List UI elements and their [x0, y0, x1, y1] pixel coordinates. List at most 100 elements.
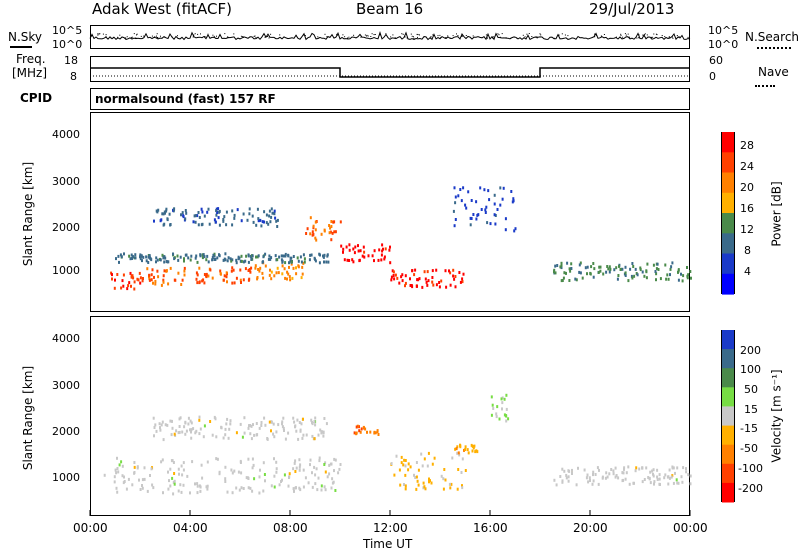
power-cell	[566, 261, 569, 265]
power-cell	[392, 274, 395, 277]
xtick-0400: 04:00	[173, 521, 208, 535]
power-cell	[133, 280, 136, 284]
velocity-cell	[182, 468, 185, 472]
power-cell	[164, 256, 167, 260]
velocity-cell	[653, 482, 655, 486]
power-cell	[686, 266, 688, 269]
velocity-cell	[324, 488, 327, 492]
power-cell	[312, 232, 315, 236]
velocity-cell	[252, 463, 255, 467]
power-cell	[352, 247, 355, 251]
velocity-cell	[229, 419, 232, 423]
power-cell	[645, 276, 648, 280]
power-cell	[236, 208, 239, 212]
velocity-cell	[313, 437, 316, 441]
power-cell	[222, 258, 225, 262]
power-cell	[122, 284, 125, 288]
noise-search-point	[233, 33, 235, 35]
velocity-cell	[567, 475, 570, 479]
noise-search-point	[486, 36, 488, 37]
velocity-cell	[360, 427, 363, 431]
velocity-cell	[605, 471, 608, 475]
velocity-cell	[167, 470, 169, 474]
power-cell	[145, 255, 148, 259]
power-cell	[472, 213, 475, 216]
power-cell	[454, 195, 457, 199]
velocity-cell	[195, 429, 198, 433]
velocity-cell	[173, 482, 176, 486]
noise-search-point	[119, 34, 121, 36]
power-cell	[560, 261, 563, 265]
velocity-cell	[260, 424, 263, 427]
velocity-cell	[169, 419, 172, 423]
power-cell	[352, 260, 355, 264]
power-cell	[589, 271, 592, 275]
noise-search-point	[98, 33, 100, 35]
noise-sky-trace	[89, 30, 691, 41]
power-cell	[173, 257, 176, 261]
power-cell	[631, 262, 634, 265]
velocity-cell	[255, 433, 258, 437]
power-cell	[452, 268, 455, 272]
noise-search-point	[253, 35, 255, 37]
power-cell	[291, 276, 294, 280]
power-cell	[329, 230, 332, 234]
power-cell	[271, 211, 274, 215]
power-cell	[274, 216, 277, 220]
power-cell	[217, 207, 220, 211]
power-cell	[248, 277, 251, 281]
velocity-cell	[273, 457, 275, 461]
velocity-cell	[403, 483, 405, 486]
noise-search-point	[242, 36, 244, 38]
power-cell	[654, 270, 657, 273]
velocity-cell	[428, 477, 430, 481]
power-cell	[154, 279, 157, 283]
velocity-cell	[323, 485, 326, 489]
velocity-cell	[240, 486, 243, 490]
power-cell	[242, 278, 245, 282]
power-cell	[348, 259, 351, 262]
power-cell	[568, 267, 571, 271]
noise-right-legend-line	[757, 47, 791, 49]
power-cell	[239, 268, 242, 272]
velocity-cell	[133, 461, 136, 464]
power-cell	[357, 249, 360, 253]
power-cell	[142, 277, 144, 280]
velocity-cell	[270, 420, 273, 424]
velocity-cell	[218, 472, 221, 476]
power-cell	[323, 260, 325, 264]
velocity-cell	[652, 474, 655, 478]
velocity-cell	[325, 422, 328, 426]
velocity-cell	[202, 435, 205, 439]
velocity-cell	[323, 417, 326, 420]
power-cell	[346, 258, 349, 262]
velocity-cell	[227, 436, 230, 440]
power-cell	[195, 271, 198, 275]
power-cell	[504, 228, 507, 232]
power-cell	[160, 218, 163, 222]
power-cell	[561, 279, 564, 282]
velocity-cell	[196, 484, 199, 488]
power-cell	[330, 238, 333, 242]
velocity-cell	[404, 473, 407, 477]
power-cell	[189, 258, 192, 262]
noise-search-point	[652, 36, 654, 38]
velocity-cell	[275, 430, 278, 434]
velocity-cell	[614, 475, 617, 479]
power-cell	[295, 266, 297, 270]
power-cell	[377, 258, 380, 262]
velocity-cell	[476, 450, 479, 454]
velocity-cell	[471, 444, 474, 448]
freq-trace	[90, 67, 690, 78]
velocity-cell	[121, 464, 124, 468]
beam-title: Beam 16	[356, 0, 424, 18]
velocity-cell	[251, 466, 254, 470]
velocity-cell	[404, 487, 407, 491]
velocity-cell	[283, 473, 286, 477]
velocity-cell	[567, 479, 570, 483]
power-cell	[148, 256, 151, 260]
velocity-cell	[295, 466, 298, 470]
velocity-cell	[194, 482, 196, 486]
velocity-cell	[160, 423, 163, 427]
power-cell	[268, 273, 271, 277]
